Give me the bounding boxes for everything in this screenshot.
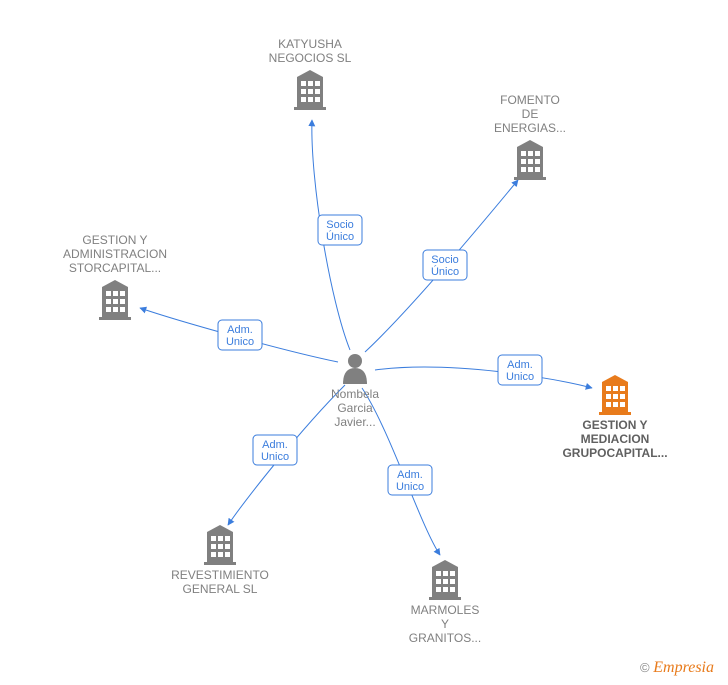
node-label: Y bbox=[441, 617, 449, 631]
node-label: NEGOCIOS SL bbox=[269, 51, 352, 65]
brand-name: Empresia bbox=[653, 659, 714, 676]
node-label: DE bbox=[522, 107, 539, 121]
node-label: Nombela bbox=[331, 387, 379, 401]
edge-label-marmoles: Adm.Unico bbox=[388, 465, 432, 495]
edge-label-revestimiento: Adm.Unico bbox=[253, 435, 297, 465]
node-label: REVESTIMIENTO bbox=[171, 568, 269, 582]
edge-label-text: Único bbox=[326, 230, 354, 243]
node-label: MEDIACION bbox=[581, 432, 650, 446]
node-label: MARMOLES bbox=[411, 603, 480, 617]
edge-label-katyusha: SocioÚnico bbox=[318, 215, 362, 245]
node-label: GESTION Y bbox=[82, 233, 147, 247]
node-fomento[interactable]: FOMENTODEENERGIAS... bbox=[494, 93, 566, 180]
node-label: Javier... bbox=[334, 415, 375, 429]
node-label: ENERGIAS... bbox=[494, 121, 566, 135]
footer: © Empresia bbox=[640, 659, 714, 677]
node-marmoles[interactable]: MARMOLESYGRANITOS... bbox=[409, 560, 481, 645]
edge-grupocapital bbox=[375, 367, 592, 388]
copyright-symbol: © bbox=[640, 660, 650, 675]
node-katyusha[interactable]: KATYUSHANEGOCIOS SL bbox=[269, 37, 352, 110]
edge-label-text: Unico bbox=[261, 451, 289, 463]
node-person-center[interactable]: NombelaGarciaJavier... bbox=[331, 354, 379, 429]
edge-label-text: Adm. bbox=[507, 359, 533, 371]
node-label: ADMINISTRACION bbox=[63, 247, 167, 261]
node-label: Garcia bbox=[337, 401, 373, 415]
node-label: GRANITOS... bbox=[409, 631, 481, 645]
edge-label-text: Adm. bbox=[262, 439, 288, 451]
node-label: FOMENTO bbox=[500, 93, 560, 107]
edge-label-text: Unico bbox=[396, 481, 424, 493]
edge-label-storcapital: Adm.Unico bbox=[218, 320, 262, 350]
node-label: GRUPOCAPITAL... bbox=[562, 446, 667, 460]
edge-label-text: Unico bbox=[506, 371, 534, 383]
edge-label-grupocapital: Adm.Unico bbox=[498, 355, 542, 385]
edge-label-text: Unico bbox=[226, 336, 254, 348]
node-grupocapital[interactable]: GESTION YMEDIACIONGRUPOCAPITAL... bbox=[562, 375, 667, 460]
edge-label-text: Adm. bbox=[227, 324, 253, 336]
node-label: STORCAPITAL... bbox=[69, 261, 161, 275]
node-storcapital[interactable]: GESTION YADMINISTRACIONSTORCAPITAL... bbox=[63, 233, 167, 320]
node-revestimiento[interactable]: REVESTIMIENTOGENERAL SL bbox=[171, 525, 269, 596]
node-label: KATYUSHA bbox=[278, 37, 342, 51]
node-label: GENERAL SL bbox=[183, 582, 258, 596]
edge-label-text: Socio bbox=[326, 219, 354, 231]
edge-label-text: Adm. bbox=[397, 469, 423, 481]
edge-label-fomento: SocioÚnico bbox=[423, 250, 467, 280]
node-label: GESTION Y bbox=[582, 418, 647, 432]
network-diagram: SocioÚnicoSocioÚnicoAdm.UnicoAdm.UnicoAd… bbox=[0, 0, 728, 685]
edge-label-text: Socio bbox=[431, 254, 459, 266]
edge-label-text: Único bbox=[431, 265, 459, 278]
